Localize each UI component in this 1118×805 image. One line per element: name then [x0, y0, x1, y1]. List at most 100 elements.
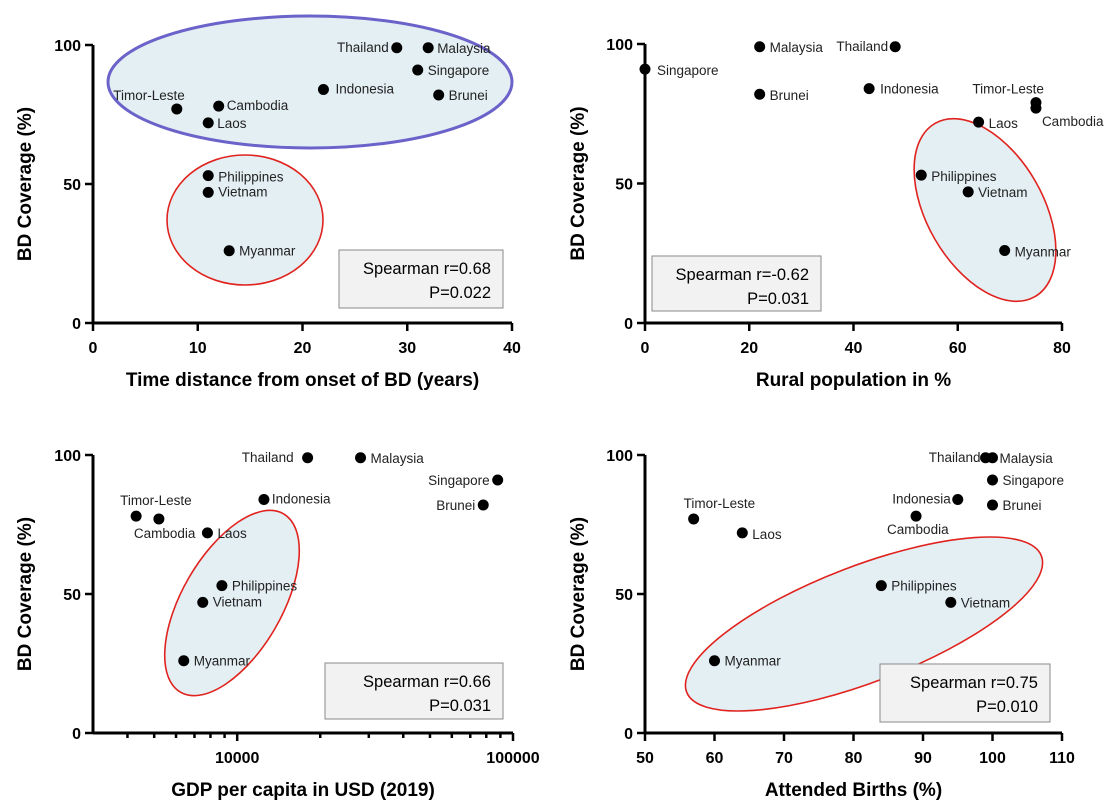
point-label-brunei: Brunei — [436, 498, 475, 513]
chart-panel-3: 0 50 100 10000 100000 GDP per capita in USD (… — [15, 448, 540, 801]
point-label-indonesia: Indonesia — [335, 81, 394, 96]
y-tick-label: 0 — [72, 726, 81, 743]
point-label-malaysia: Malaysia — [371, 451, 425, 466]
x-tick-label: 110 — [1049, 750, 1075, 767]
x-tick-label: 0 — [641, 340, 650, 357]
data-point-brunei — [987, 499, 998, 511]
data-point-indonesia — [317, 83, 329, 95]
point-label-singapore: Singapore — [428, 63, 490, 78]
stats-box-frame — [651, 255, 822, 312]
stats-box-frame — [338, 249, 504, 309]
point-label-laos: Laos — [217, 116, 247, 131]
spearman-r-text: Spearman r=0.75 — [910, 674, 1038, 692]
p-value-text: P=0.010 — [976, 698, 1038, 716]
spearman-r-text: Spearman r=0.68 — [363, 260, 491, 278]
p-value-text: P=0.031 — [747, 290, 809, 308]
data-point-thailand — [302, 452, 314, 464]
y-tick-label: 50 — [615, 587, 633, 604]
point-label-thailand: Thailand — [242, 450, 294, 465]
x-tick-label: 20 — [294, 340, 312, 357]
point-label-timor-leste: Timor-Leste — [972, 82, 1044, 97]
x-axis-title: Attended Births (%) — [765, 780, 942, 801]
point-label-vietnam: Vietnam — [213, 594, 262, 609]
data-point-myanmar — [178, 655, 190, 667]
y-tick-label: 50 — [615, 177, 633, 194]
point-label-timor-leste: Timor-Leste — [113, 88, 185, 103]
stats-box: Spearman r=-0.62 P=0.031 — [651, 255, 822, 312]
chart-panel-2: 0 50 100 0 20 40 60 80 Rural population in % BD C… — [568, 37, 1104, 391]
stats-box: Spearman r=0.68 P=0.022 — [338, 249, 504, 309]
y-tick-label: 0 — [624, 726, 633, 743]
data-point-cambodia — [213, 100, 225, 112]
point-label-singapore: Singapore — [428, 473, 490, 488]
data-point-laos — [736, 527, 748, 539]
data-point-vietnam — [202, 186, 214, 198]
y-tick-label: 100 — [54, 38, 81, 55]
data-point-vietnam — [197, 596, 209, 608]
point-label-malaysia: Malaysia — [437, 41, 491, 56]
point-label-malaysia: Malaysia — [1000, 451, 1054, 466]
point-label-indonesia: Indonesia — [892, 491, 951, 506]
y-axis-title: BD Coverage (%) — [568, 106, 589, 260]
point-label-philippines: Philippines — [232, 579, 298, 594]
point-label-indonesia: Indonesia — [272, 491, 331, 506]
x-tick-label: 30 — [398, 340, 416, 357]
spearman-r-text: Spearman r=-0.62 — [676, 266, 809, 284]
x-tick-label: 10 — [189, 340, 207, 357]
point-label-cambodia: Cambodia — [227, 98, 289, 113]
highlight-ellipse-1 — [913, 117, 1057, 303]
point-label-laos: Laos — [989, 116, 1019, 131]
x-tick-label: 100000 — [486, 750, 539, 767]
data-point-singapore — [412, 64, 424, 76]
stats-box: Spearman r=0.75 P=0.010 — [879, 663, 1051, 723]
data-point-brunei — [477, 499, 489, 511]
data-point-indonesia — [863, 83, 875, 95]
x-tick-label: 80 — [1053, 340, 1071, 357]
data-point-thailand — [889, 41, 901, 53]
highlight-ellipse-1 — [106, 14, 514, 150]
point-label-brunei: Brunei — [770, 88, 809, 103]
x-axis-title: GDP per capita in USD (2019) — [171, 780, 435, 801]
point-label-thailand: Thailand — [929, 450, 981, 465]
data-point-indonesia — [258, 493, 270, 505]
x-tick-label: 0 — [89, 340, 98, 357]
point-label-thailand: Thailand — [337, 40, 389, 55]
x-tick-label: 60 — [706, 750, 724, 767]
spearman-r-text: Spearman r=0.66 — [363, 673, 491, 691]
point-label-timor-leste: Timor-Leste — [684, 496, 756, 511]
point-label-laos: Laos — [217, 526, 247, 541]
point-label-laos: Laos — [752, 527, 782, 542]
data-point-philippines — [915, 169, 927, 181]
data-point-cambodia — [153, 513, 165, 525]
point-label-philippines: Philippines — [218, 170, 284, 185]
data-point-thailand — [391, 42, 403, 54]
point-label-vietnam: Vietnam — [978, 185, 1027, 200]
data-point-philippines — [216, 580, 228, 592]
point-label-philippines: Philippines — [931, 169, 997, 184]
highlight-ellipse-1 — [163, 509, 301, 697]
y-tick-label: 50 — [63, 177, 81, 194]
data-point-singapore — [639, 63, 651, 75]
point-label-indonesia: Indonesia — [880, 82, 939, 97]
y-tick-label: 50 — [63, 587, 81, 604]
point-label-singapore: Singapore — [657, 63, 719, 78]
p-value-text: P=0.031 — [429, 697, 491, 715]
y-tick-label: 100 — [606, 37, 633, 54]
point-label-myanmar: Myanmar — [239, 244, 296, 259]
data-point-cambodia — [1030, 102, 1042, 114]
data-point-timor-leste — [171, 103, 183, 115]
data-point-malaysia — [355, 452, 367, 464]
point-label-singapore: Singapore — [1003, 473, 1065, 488]
data-point-timor-leste — [688, 513, 700, 525]
x-tick-label: 70 — [775, 750, 793, 767]
p-value-text: P=0.022 — [429, 284, 491, 302]
data-point-malaysia — [754, 41, 766, 53]
data-point-vietnam — [962, 186, 974, 198]
point-label-vietnam: Vietnam — [961, 595, 1010, 610]
x-tick-label: 40 — [503, 340, 521, 357]
data-point-singapore — [987, 474, 998, 486]
point-label-cambodia: Cambodia — [887, 522, 949, 537]
data-point-timor-leste — [130, 510, 142, 522]
point-label-myanmar: Myanmar — [194, 654, 251, 669]
data-point-singapore — [492, 474, 504, 486]
